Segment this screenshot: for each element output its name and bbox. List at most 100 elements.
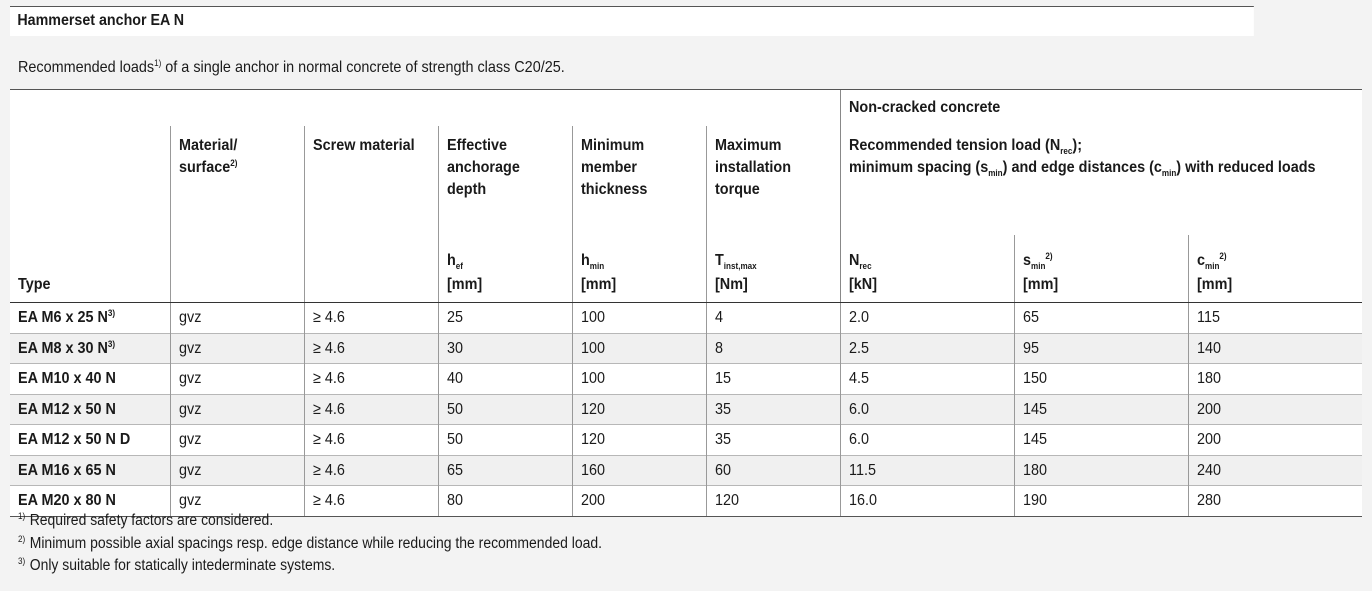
- footnote: 1) Required safety factors are considered…: [18, 511, 274, 530]
- table-body: EA M6 x 25 N3) gvz ≥ 4.6 25 100 4 2.0 65…: [10, 302, 1363, 517]
- header-spacer: [10, 89, 840, 126]
- cell-type: EA M10 x 40 N: [10, 363, 170, 394]
- table-row: EA M12 x 50 N D gvz ≥ 4.6 50 120 35 6.0 …: [10, 424, 1363, 455]
- header-tinst-symbol: Tinst,max [Nm]: [705, 235, 840, 303]
- cell-type: EA M16 x 65 N: [10, 454, 170, 486]
- footnote: 2) Minimum possible axial spacings resp. …: [18, 533, 602, 552]
- table-title-bar: Hammerset anchor EA N: [10, 6, 1254, 36]
- header-effective-depth: Effective anchorage depth: [437, 126, 572, 235]
- anchor-load-table: Non-cracked concrete Material/surface2) …: [10, 89, 1363, 517]
- cell-tinst: 4: [705, 302, 840, 333]
- cell-tinst: 15: [705, 363, 840, 394]
- intro-footnote-mark: 1): [154, 58, 162, 68]
- cell-nrec: 6.0: [839, 393, 1014, 425]
- cell-nrec: 16.0: [839, 485, 1014, 517]
- header-hef-symbol: hef [mm]: [437, 235, 572, 303]
- cell-type: EA M6 x 25 N3): [10, 302, 170, 333]
- cell-type: EA M8 x 30 N3): [10, 332, 170, 364]
- cell-hmin: 100: [571, 332, 706, 364]
- header-hmin-symbol: hmin [mm]: [571, 235, 706, 303]
- table-row: EA M12 x 50 N gvz ≥ 4.6 50 120 35 6.0 14…: [10, 393, 1363, 425]
- cell-hef: 30: [437, 332, 572, 364]
- header-type-spacer: [10, 126, 170, 235]
- cell-screw: ≥ 4.6: [303, 454, 438, 486]
- footnote: 3) Only suitable for statically intedermi…: [18, 556, 336, 575]
- cell-hmin: 120: [571, 424, 706, 455]
- cell-screw: ≥ 4.6: [303, 424, 438, 455]
- header-type: Type: [10, 235, 170, 303]
- table-row: EA M16 x 65 N gvz ≥ 4.6 65 160 60 11.5 1…: [10, 454, 1363, 486]
- cell-material: gvz: [169, 485, 304, 517]
- table-header: Non-cracked concrete Material/surface2) …: [10, 89, 1363, 303]
- table-row: EA M8 x 30 N3) gvz ≥ 4.6 30 100 8 2.5 95…: [10, 332, 1363, 364]
- cell-hmin: 120: [571, 393, 706, 425]
- cell-hmin: 200: [571, 485, 706, 517]
- cell-cmin: 280: [1187, 485, 1363, 517]
- header-nrec-symbol: Nrec [kN]: [839, 235, 1014, 303]
- cell-type: EA M12 x 50 N D: [10, 424, 170, 455]
- header-screw-material: Screw material: [303, 126, 438, 235]
- cell-cmin: 240: [1187, 454, 1363, 486]
- cell-screw: ≥ 4.6: [303, 363, 438, 394]
- header-group-description: Recommended tension load (Nrec); minimum …: [839, 126, 1363, 235]
- cell-nrec: 11.5: [839, 454, 1014, 486]
- cell-hef: 40: [437, 363, 572, 394]
- cell-hef: 80: [437, 485, 572, 517]
- cell-hef: 65: [437, 454, 572, 486]
- header-material: Material/surface2): [169, 126, 304, 235]
- cell-smin: 145: [1013, 393, 1188, 425]
- cell-smin: 95: [1013, 332, 1188, 364]
- header-group-title: Non-cracked concrete: [839, 89, 1363, 126]
- cell-screw: ≥ 4.6: [303, 302, 438, 333]
- header-material-unit: [169, 235, 304, 303]
- cell-tinst: 8: [705, 332, 840, 364]
- cell-tinst: 120: [705, 485, 840, 517]
- cell-cmin: 200: [1187, 424, 1363, 455]
- cell-cmin: 180: [1187, 363, 1363, 394]
- cell-smin: 150: [1013, 363, 1188, 394]
- cell-material: gvz: [169, 393, 304, 425]
- intro-row: Recommended loads1) of a single anchor i…: [10, 37, 1362, 89]
- cell-type: EA M12 x 50 N: [10, 393, 170, 425]
- cell-nrec: 6.0: [839, 424, 1014, 455]
- cell-material: gvz: [169, 332, 304, 364]
- cell-material: gvz: [169, 454, 304, 486]
- header-min-thickness: Minimum member thickness: [571, 126, 706, 235]
- cell-hef: 50: [437, 393, 572, 425]
- cell-nrec: 2.5: [839, 332, 1014, 364]
- cell-cmin: 115: [1187, 302, 1363, 333]
- cell-material: gvz: [169, 302, 304, 333]
- intro-text: Recommended loads1) of a single anchor i…: [18, 58, 565, 77]
- cell-smin: 190: [1013, 485, 1188, 517]
- cell-screw: ≥ 4.6: [303, 332, 438, 364]
- cell-material: gvz: [169, 363, 304, 394]
- cell-hmin: 160: [571, 454, 706, 486]
- cell-smin: 145: [1013, 424, 1188, 455]
- header-smin-symbol: smin2) [mm]: [1013, 235, 1188, 303]
- header-cmin-symbol: cmin2) [mm]: [1187, 235, 1363, 303]
- cell-material: gvz: [169, 424, 304, 455]
- footnotes: 1) Required safety factors are considered…: [18, 510, 667, 578]
- table-row: EA M10 x 40 N gvz ≥ 4.6 40 100 15 4.5 15…: [10, 363, 1363, 394]
- cell-type: EA M20 x 80 N: [10, 485, 170, 517]
- header-max-torque: Maximum installation torque: [705, 126, 840, 235]
- cell-nrec: 4.5: [839, 363, 1014, 394]
- table-title: Hammerset anchor EA N: [17, 12, 185, 29]
- cell-nrec: 2.0: [839, 302, 1014, 333]
- cell-tinst: 35: [705, 424, 840, 455]
- cell-hmin: 100: [571, 363, 706, 394]
- cell-smin: 180: [1013, 454, 1188, 486]
- table-row: EA M6 x 25 N3) gvz ≥ 4.6 25 100 4 2.0 65…: [10, 302, 1363, 333]
- cell-hef: 25: [437, 302, 572, 333]
- cell-screw: ≥ 4.6: [303, 485, 438, 517]
- cell-cmin: 140: [1187, 332, 1363, 364]
- cell-screw: ≥ 4.6: [303, 393, 438, 425]
- cell-tinst: 60: [705, 454, 840, 486]
- header-screw-unit: [303, 235, 438, 303]
- cell-smin: 65: [1013, 302, 1188, 333]
- cell-cmin: 200: [1187, 393, 1363, 425]
- cell-tinst: 35: [705, 393, 840, 425]
- cell-hef: 50: [437, 424, 572, 455]
- table-row: EA M20 x 80 N gvz ≥ 4.6 80 200 120 16.0 …: [10, 485, 1363, 517]
